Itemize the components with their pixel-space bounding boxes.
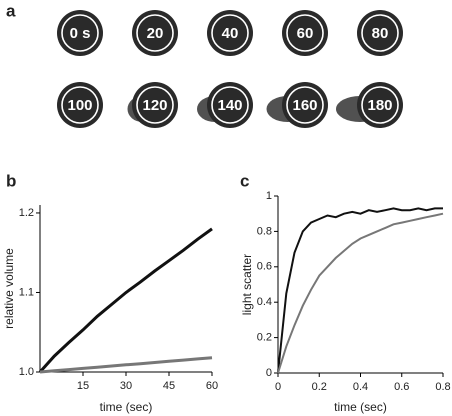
frame-label: 100 (67, 97, 92, 114)
frame-label: 80 (372, 25, 389, 42)
y-tick-label: 1.1 (19, 286, 34, 298)
panel-label: b (6, 171, 16, 190)
x-axis-title: time (sec) (334, 400, 387, 414)
cell (57, 10, 103, 56)
cell (207, 10, 253, 56)
cell (357, 82, 403, 128)
y-tick-label: 1.0 (19, 366, 34, 378)
cell (207, 82, 253, 128)
y-axis-title: light scatter (240, 254, 254, 315)
y-tick-label: 0.8 (257, 225, 272, 237)
panel-label: a (6, 1, 16, 20)
data-line (38, 227, 213, 374)
cell-ring (61, 86, 99, 124)
frame-label: 60 (297, 25, 314, 42)
frame-label: 180 (367, 97, 392, 114)
frame-label: 160 (292, 97, 317, 114)
cell (57, 82, 103, 128)
x-tick-label: 0.6 (394, 381, 409, 393)
x-tick-label: 45 (163, 380, 175, 392)
cell-ring (286, 14, 324, 52)
y-tick-label: 1 (266, 190, 272, 202)
cell-ring (286, 86, 324, 124)
frame-label: 140 (217, 97, 242, 114)
x-tick-label: 0 (275, 381, 281, 393)
x-tick-label: 30 (120, 380, 132, 392)
data-line (277, 212, 444, 374)
data-line (277, 207, 443, 374)
x-tick-label: 0.4 (353, 381, 368, 393)
x-tick-label: 60 (206, 380, 218, 392)
y-tick-label: 0.2 (257, 332, 272, 344)
data-line (39, 356, 213, 374)
x-axis-title: time (sec) (100, 400, 153, 414)
frame-label: 20 (147, 25, 164, 42)
cell (282, 10, 328, 56)
frame-label: 0 s (70, 25, 91, 42)
y-tick-label: 0.4 (257, 296, 272, 308)
cell-ring (61, 14, 99, 52)
cell-ring (136, 14, 174, 52)
cell-ring (211, 86, 249, 124)
cell (282, 82, 328, 128)
cell-ring (211, 14, 249, 52)
y-tick-label: 0.6 (257, 261, 272, 273)
y-tick-label: 0 (266, 367, 272, 379)
frame-label: 120 (142, 97, 167, 114)
x-tick-label: 15 (77, 380, 89, 392)
cell (357, 10, 403, 56)
cell-ring (136, 86, 174, 124)
panel-label: c (240, 171, 249, 190)
y-axis-title: relative volume (2, 248, 16, 329)
cell-ring (361, 86, 399, 124)
cell (132, 82, 178, 128)
y-tick-label: 1.2 (19, 207, 34, 219)
frame-label: 40 (222, 25, 239, 42)
x-tick-label: 0.8 (435, 381, 450, 393)
cell-ring (361, 14, 399, 52)
x-tick-label: 0.2 (312, 381, 327, 393)
cell (132, 10, 178, 56)
